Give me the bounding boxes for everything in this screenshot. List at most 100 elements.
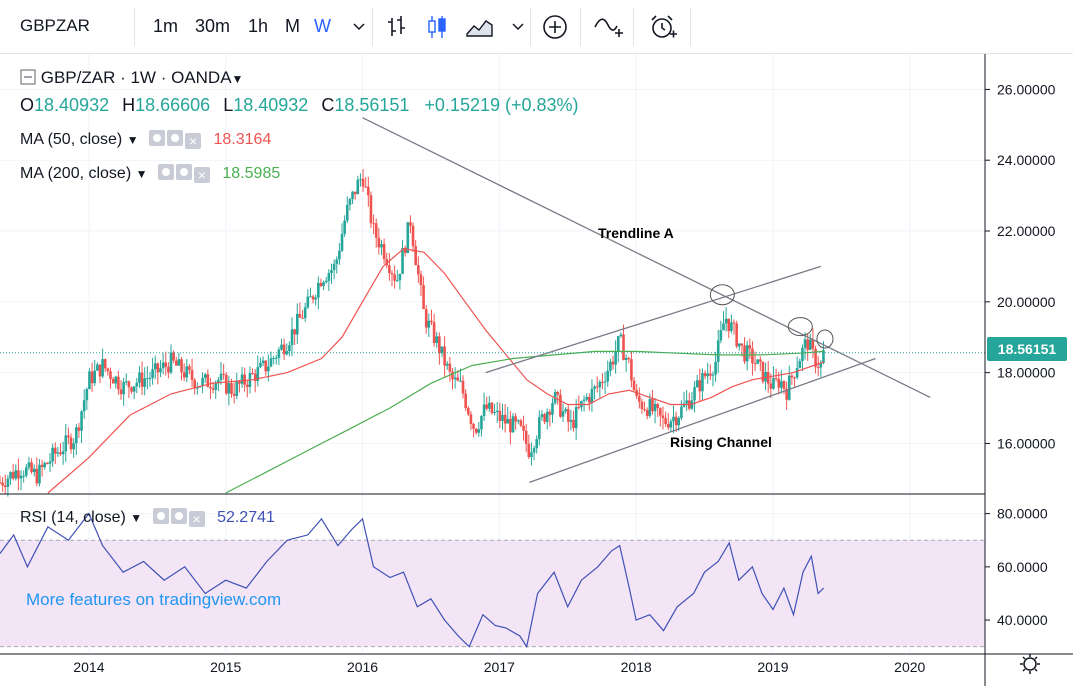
candle-body: [645, 410, 649, 416]
settings-gear-icon[interactable]: [1020, 654, 1040, 674]
candle: [572, 410, 575, 432]
close-icon[interactable]: ×: [188, 511, 205, 527]
candle: [603, 371, 607, 394]
candle: [345, 196, 349, 224]
candle-body: [651, 399, 654, 412]
close-icon[interactable]: ×: [185, 133, 202, 149]
close-icon[interactable]: ×: [193, 167, 210, 183]
candle: [401, 239, 404, 274]
visibility-icon[interactable]: [149, 130, 166, 146]
candle-body: [603, 381, 607, 383]
legend-title[interactable]: GBP/ZAR · 1W · OANDA: [40, 68, 232, 87]
alarm-icon[interactable]: [648, 12, 678, 42]
candle-body: [803, 339, 807, 348]
candle-body: [274, 357, 278, 359]
candle: [101, 348, 104, 379]
candle: [693, 380, 696, 413]
candle: [659, 407, 662, 427]
candle-body: [27, 462, 31, 468]
candle-body: [735, 323, 738, 347]
candle-body: [640, 401, 644, 410]
change-value: +0.15219 (+0.83%): [424, 95, 579, 115]
candle: [543, 412, 546, 425]
candle: [9, 471, 12, 485]
chevron-down-icon[interactable]: ▼: [126, 133, 139, 147]
candle: [374, 218, 378, 248]
chevron-down-icon[interactable]: [344, 12, 374, 42]
candle-body: [609, 361, 612, 371]
candle-body: [753, 363, 757, 365]
candle-body: [685, 400, 688, 404]
candle-body: [43, 463, 47, 468]
candle: [48, 452, 52, 472]
ma50-label[interactable]: MA (50, close): [20, 131, 123, 148]
candle: [30, 458, 33, 474]
area-chart-icon[interactable]: [464, 12, 494, 42]
candle-body: [382, 244, 386, 260]
candle: [540, 409, 544, 421]
ma200-line: [225, 350, 824, 494]
candle-body: [677, 417, 681, 426]
interval-30m[interactable]: 30m: [195, 16, 231, 36]
interval-month[interactable]: M: [285, 16, 300, 36]
candle: [295, 303, 299, 344]
rsi-label[interactable]: RSI (14, close): [20, 509, 126, 526]
candle-body: [519, 420, 523, 426]
chevron-down-icon[interactable]: [503, 12, 533, 42]
chevron-down-icon[interactable]: ▼: [135, 167, 148, 181]
candle-body: [461, 380, 465, 394]
visibility-icon[interactable]: [157, 164, 174, 180]
candle-body: [180, 359, 183, 373]
gear-icon[interactable]: [175, 164, 192, 180]
candle: [177, 352, 181, 366]
candle-body: [259, 363, 262, 368]
candle: [14, 464, 18, 481]
add-indicator-icon[interactable]: [540, 12, 570, 42]
candle-body: [814, 348, 817, 368]
close-label: C: [321, 95, 335, 115]
candle-body: [3, 485, 7, 487]
candle: [561, 403, 565, 423]
chevron-down-icon[interactable]: ▼: [130, 511, 143, 525]
interval-1h[interactable]: 1h: [248, 16, 269, 36]
chevron-down-icon[interactable]: ▼: [231, 72, 244, 86]
candle: [545, 408, 549, 430]
ma200-label[interactable]: MA (200, close): [20, 165, 132, 182]
candle-body: [209, 387, 212, 389]
gear-icon[interactable]: [170, 508, 187, 524]
candles-icon[interactable]: [422, 12, 452, 42]
interval-1m[interactable]: 1m: [153, 16, 179, 36]
watermark-link[interactable]: More features on tradingview.com: [26, 590, 282, 609]
candle-body: [445, 363, 449, 366]
candle: [159, 360, 162, 378]
candle: [111, 376, 115, 384]
candle-body: [64, 435, 68, 452]
symbol-search[interactable]: GBPZAR: [20, 16, 90, 35]
collapse-icon[interactable]: [20, 69, 36, 85]
time-tick-label: 2014: [73, 659, 104, 675]
gear-icon[interactable]: [167, 130, 184, 146]
candle: [151, 357, 154, 385]
candle-body: [440, 346, 444, 354]
interval-week[interactable]: W: [314, 16, 331, 36]
candle: [651, 390, 654, 415]
candle: [506, 406, 510, 424]
candle-body: [132, 386, 136, 392]
high-value: 18.66606: [135, 95, 211, 115]
time-tick-label: 2017: [484, 659, 515, 675]
candle: [314, 294, 318, 306]
annotation-trendline-a: Trendline A: [598, 225, 674, 241]
candle-body: [277, 349, 281, 358]
trendlines[interactable]: [362, 117, 931, 483]
candle-body: [48, 461, 52, 464]
candle-body: [335, 259, 339, 264]
candle: [414, 240, 417, 266]
chart-canvas[interactable]: 16.00000 18.00000 20.00000 22.00000 24.00000…: [0, 54, 1073, 686]
price-tick-label: 20.00000: [997, 294, 1056, 310]
candle: [395, 269, 399, 282]
candle-body: [59, 452, 62, 455]
visibility-icon[interactable]: [152, 508, 169, 524]
compare-icon[interactable]: [593, 12, 623, 42]
candle-body: [77, 427, 81, 431]
bar-chart-icon[interactable]: [382, 12, 412, 42]
